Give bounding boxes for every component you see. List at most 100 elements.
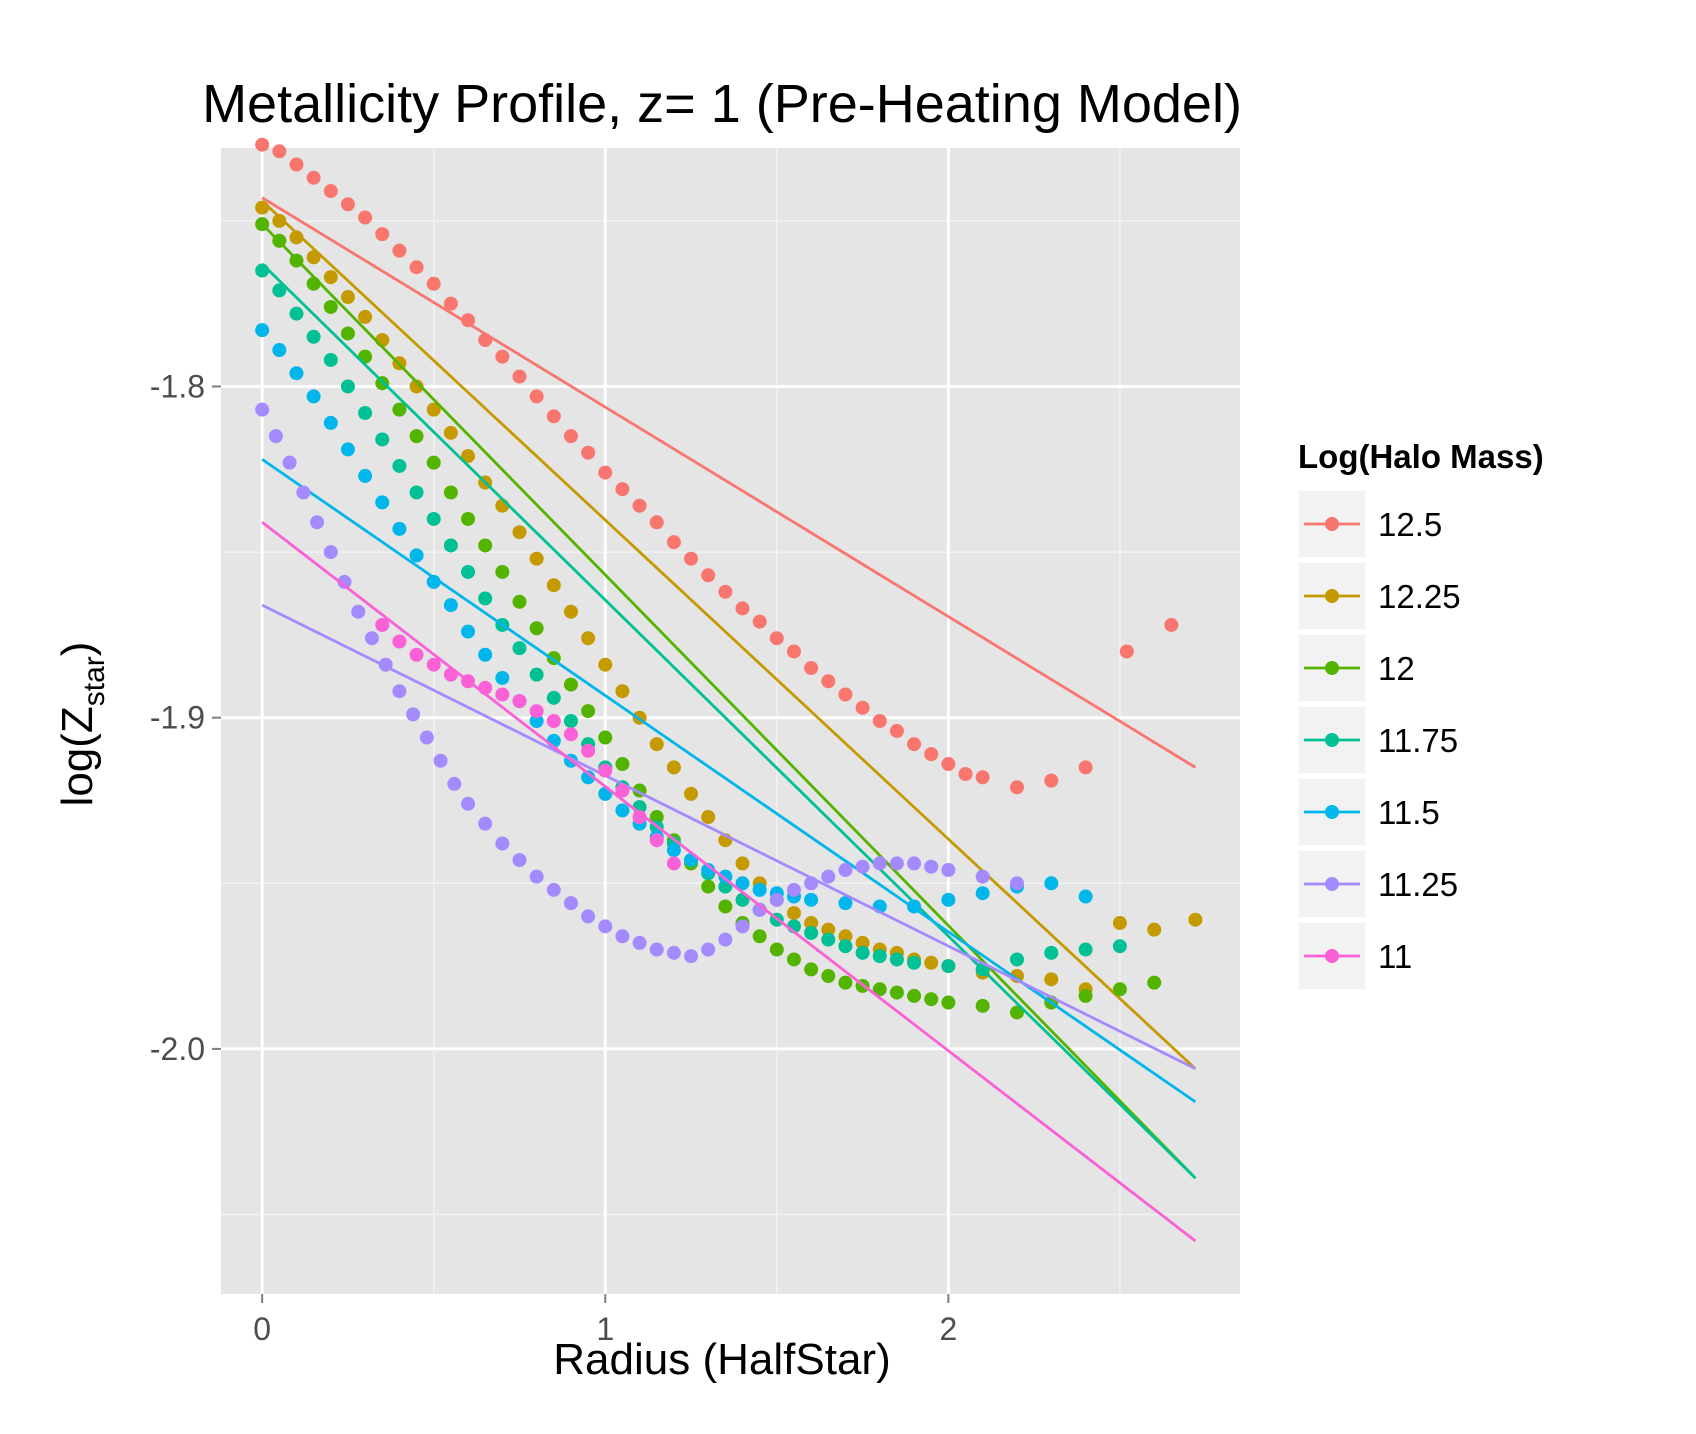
data-point	[581, 631, 596, 646]
data-point	[684, 786, 699, 801]
data-point	[426, 511, 441, 526]
data-point	[378, 657, 393, 672]
data-point	[255, 263, 270, 278]
data-point	[563, 714, 578, 728]
data-point	[364, 631, 379, 646]
data-point	[941, 892, 956, 907]
data-point	[478, 647, 493, 662]
data-point	[684, 551, 699, 566]
data-point	[306, 329, 321, 344]
data-point	[289, 306, 304, 321]
data-point	[1044, 945, 1059, 960]
data-point	[392, 684, 407, 699]
data-point	[406, 707, 421, 722]
data-point	[666, 535, 681, 550]
data-point	[495, 349, 510, 364]
data-point	[752, 614, 767, 629]
data-point	[272, 213, 287, 228]
data-point	[255, 217, 270, 232]
fit-line	[261, 521, 1197, 1243]
data-point	[289, 366, 304, 381]
x-tick-label: 1	[596, 1311, 614, 1347]
fit-line	[261, 199, 1197, 1070]
data-point	[872, 982, 887, 997]
data-point	[478, 538, 493, 553]
data-point	[1188, 912, 1203, 927]
data-point	[272, 144, 287, 159]
data-point	[546, 409, 561, 424]
data-point	[272, 283, 287, 298]
data-point	[581, 704, 596, 719]
data-point	[941, 863, 956, 878]
data-point	[289, 230, 304, 245]
data-point	[255, 137, 270, 152]
data-point	[392, 243, 407, 258]
data-point	[855, 945, 870, 960]
data-point	[786, 644, 801, 659]
legend-item: 12.5	[1297, 489, 1442, 559]
data-point	[632, 498, 647, 513]
data-point	[907, 955, 922, 970]
fit-line	[261, 196, 1197, 769]
data-point	[924, 859, 939, 874]
data-point	[821, 932, 836, 947]
data-point	[1147, 975, 1162, 990]
data-point	[419, 730, 434, 745]
data-point	[769, 631, 784, 646]
data-point	[282, 455, 297, 470]
data-point	[1044, 773, 1059, 788]
data-point	[443, 485, 458, 500]
data-point	[598, 730, 613, 745]
data-point	[872, 949, 887, 964]
data-point	[907, 856, 922, 871]
data-point	[426, 402, 441, 417]
data-point	[975, 770, 990, 785]
legend-item: 12.25	[1297, 561, 1461, 631]
data-point	[821, 869, 836, 884]
data-point	[598, 657, 613, 672]
legend-label: 12	[1378, 650, 1415, 687]
data-point	[529, 621, 544, 636]
legend-item: 11.75	[1297, 705, 1458, 775]
data-point	[684, 949, 699, 964]
data-point	[769, 892, 784, 907]
data-point	[786, 882, 801, 897]
data-point	[701, 879, 716, 894]
series-12	[255, 217, 1197, 1180]
data-point	[409, 485, 424, 500]
data-point	[447, 776, 462, 791]
data-point	[649, 737, 664, 752]
data-point	[581, 445, 596, 460]
data-point	[804, 876, 819, 891]
data-point	[975, 869, 990, 884]
data-point	[1078, 889, 1093, 904]
data-point	[666, 760, 681, 775]
data-point	[340, 290, 355, 305]
data-point	[855, 700, 870, 715]
data-point	[272, 233, 287, 248]
data-point	[752, 929, 767, 944]
data-point	[924, 992, 939, 1007]
data-point	[581, 770, 596, 785]
y-axis-label: log(Zstar)	[53, 642, 111, 807]
data-point	[581, 743, 596, 758]
y-tick-label: -1.8	[150, 368, 205, 404]
data-point	[409, 260, 424, 275]
data-point	[786, 906, 801, 921]
data-point	[323, 184, 338, 199]
data-point	[855, 859, 870, 874]
data-point	[306, 170, 321, 185]
legend-key-point	[1325, 805, 1339, 819]
data-point	[546, 714, 561, 728]
data-point	[804, 892, 819, 907]
legend-label: 11.25	[1378, 866, 1458, 903]
data-point	[838, 929, 853, 944]
data-point	[546, 882, 561, 897]
data-point	[426, 574, 441, 589]
y-tick-label: -1.9	[150, 700, 205, 736]
data-point	[615, 482, 630, 497]
data-point	[323, 545, 338, 560]
data-point	[752, 902, 767, 917]
data-point	[512, 694, 527, 709]
data-point	[838, 863, 853, 878]
